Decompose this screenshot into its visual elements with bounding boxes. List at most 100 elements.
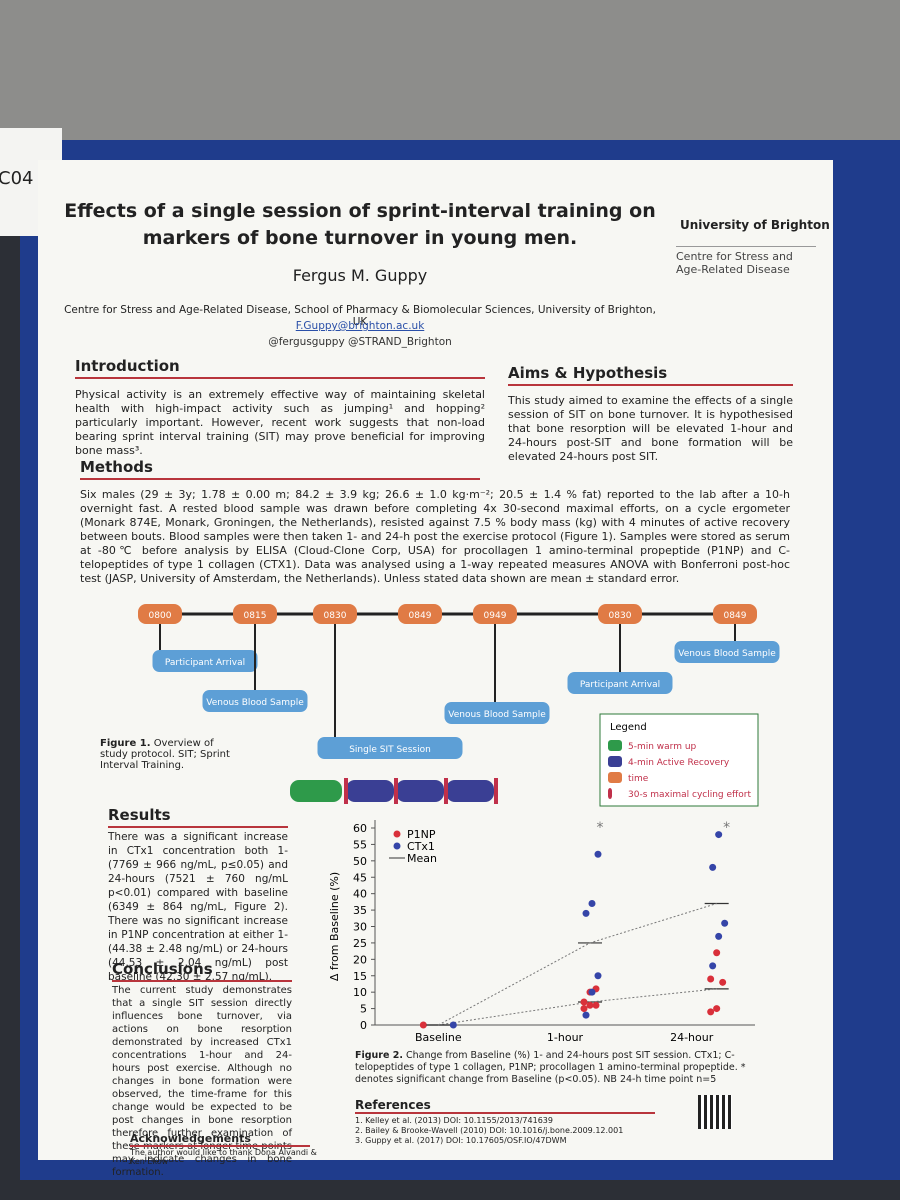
- section-heading: Introduction: [75, 357, 485, 379]
- sprint-marker: [494, 778, 498, 804]
- event-label: Venous Blood Sample: [448, 710, 546, 720]
- data-point: [594, 972, 602, 980]
- y-tick-label: 50: [353, 855, 367, 868]
- poster-title: Effects of a single session of sprint-in…: [64, 200, 656, 249]
- figure-caption: Figure 2. Change from Baseline (%) 1- an…: [355, 1050, 750, 1086]
- time-pill: [313, 604, 357, 624]
- sprint-marker: [344, 778, 348, 804]
- time-pill: [233, 604, 277, 624]
- significance-mark: *: [723, 820, 730, 836]
- significance-mark: *: [597, 820, 604, 836]
- y-tick-label: 35: [353, 904, 367, 917]
- legend-label: 4-min Active Recovery: [628, 758, 730, 768]
- legend-swatch: [608, 740, 622, 751]
- sprint-marker: [394, 778, 398, 804]
- time-pill: [138, 604, 182, 624]
- data-point: [709, 962, 717, 970]
- author: Fergus M. Guppy: [292, 266, 428, 285]
- legend-label: P1NP: [407, 828, 436, 841]
- caption-label: Figure 2.: [355, 1050, 403, 1061]
- reference-list: 1. Kelley et al. (2013) DOI: 10.1155/201…: [355, 1116, 685, 1146]
- mean-trend: [438, 988, 717, 1026]
- caption-text: Overview of study protocol. SIT; Sprint …: [100, 738, 230, 771]
- section-text: There was a significant increase in CTx1…: [108, 831, 288, 983]
- section-heading: Methods: [80, 458, 480, 480]
- event-box: [444, 702, 550, 724]
- legend-title: Legend: [610, 722, 647, 733]
- reference: 3. Guppy et al. (2017) DOI: 10.17605/OSF…: [355, 1136, 567, 1145]
- event-box: [567, 672, 673, 694]
- section-heading: Aims & Hypothesis: [508, 364, 793, 386]
- data-point: [715, 831, 723, 839]
- y-tick-label: 40: [353, 888, 367, 901]
- y-axis-label: Δ from Baseline (%): [328, 872, 341, 981]
- protocol-segment: [290, 780, 342, 802]
- legend-label: Mean: [407, 852, 437, 865]
- figure-caption: Figure 1. Overview of study protocol. SI…: [100, 738, 235, 771]
- y-tick-label: 30: [353, 921, 367, 934]
- event-box: [674, 641, 780, 663]
- data-point: [721, 919, 729, 927]
- affiliation: Centre for Stress and Age-Related Diseas…: [64, 304, 656, 328]
- figure-2: 0 5 10 15 20 25 30 35 40 45 50 55 60 Δ from Baseline …: [328, 820, 755, 1044]
- legend-box: [599, 713, 759, 807]
- protocol-segment: [446, 780, 494, 802]
- legend-marker: [393, 842, 401, 850]
- data-point: [586, 1001, 594, 1009]
- event-label: Venous Blood Sample: [206, 698, 304, 708]
- time-pill: [473, 604, 517, 624]
- mean-trend: [438, 903, 717, 1026]
- wall: [0, 0, 900, 140]
- reference: 2. Bailey & Brooke-Wavell (2010) DOI: 10…: [355, 1126, 624, 1135]
- y-tick-label: 45: [353, 871, 367, 884]
- time-label: 0849: [724, 611, 747, 621]
- legend-label: 5-min warm up: [628, 742, 697, 752]
- data-point: [592, 1001, 600, 1009]
- time-label: 0800: [149, 611, 172, 621]
- reference: 1. Kelley et al. (2013) DOI: 10.1155/201…: [355, 1116, 553, 1125]
- data-point: [588, 988, 596, 996]
- y-tick-label: 55: [353, 838, 367, 851]
- data-point: [594, 850, 602, 858]
- data-point: [580, 998, 588, 1006]
- data-point: [719, 978, 727, 986]
- protocol-segment: [346, 780, 394, 802]
- caption-text: Change from Baseline (%) 1- and 24-hours…: [355, 1050, 746, 1085]
- logo: University of Brighton: [680, 218, 830, 232]
- x-tick-label: Baseline: [415, 1031, 462, 1044]
- time-pill: [598, 604, 642, 624]
- event-label: Participant Arrival: [165, 658, 245, 668]
- time-label: 0830: [324, 611, 347, 621]
- section-text: Six males (29 ± 3y; 1.78 ± 0.00 m; 84.2 …: [80, 488, 790, 585]
- section-heading: References: [355, 1098, 655, 1114]
- qr-code: [698, 1095, 732, 1129]
- data-point: [709, 863, 717, 871]
- event-box: [317, 737, 463, 759]
- y-tick-label: 5: [360, 1003, 367, 1016]
- section-text: Physical activity is an extremely effect…: [75, 388, 485, 457]
- data-point: [707, 975, 715, 983]
- legend-swatch: [608, 788, 612, 799]
- x-tick-label: 1-hour: [547, 1031, 584, 1044]
- data-point: [715, 932, 723, 940]
- caption-label: Figure 1.: [100, 738, 151, 749]
- legend-label: 30-s maximal cycling effort: [628, 790, 751, 800]
- figure-1: Participant Arrival Venous Blood Sample Si…: [138, 604, 780, 807]
- event-box: [152, 650, 258, 672]
- y-tick-label: 60: [353, 822, 367, 835]
- x-tick-label: 24-hour: [670, 1031, 714, 1044]
- y-tick-label: 0: [360, 1019, 367, 1032]
- twitter: @fergusguppy @STRAND_Brighton: [268, 336, 452, 348]
- legend-label: CTx1: [407, 840, 435, 853]
- protocol-segment: [396, 780, 444, 802]
- logo-subtitle: Centre for Stress and Age-Related Diseas…: [676, 246, 816, 276]
- data-point: [580, 1005, 588, 1013]
- y-tick-label: 10: [353, 986, 367, 999]
- data-point: [713, 1005, 721, 1013]
- time-pill: [398, 604, 442, 624]
- time-label: 0830: [609, 611, 632, 621]
- event-label: Participant Arrival: [580, 680, 660, 690]
- email: F.Guppy@brighton.ac.uk: [295, 320, 425, 332]
- data-point: [582, 1011, 590, 1019]
